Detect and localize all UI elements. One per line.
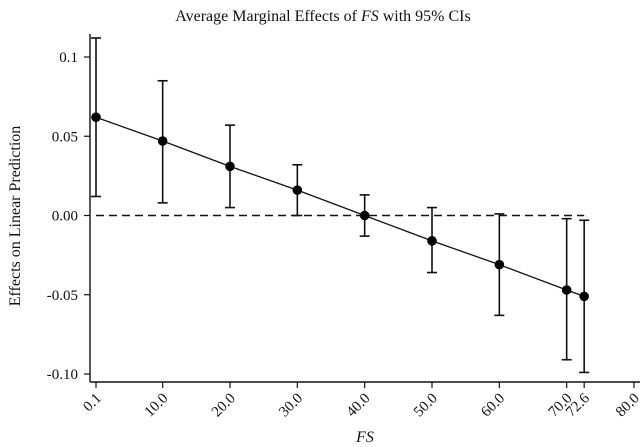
x-tick-label: 10.0 <box>142 391 172 421</box>
y-axis-title: Effects on Linear Prediction <box>7 126 24 307</box>
y-tick-label: -0.05 <box>47 288 78 304</box>
data-point <box>494 259 505 270</box>
data-point <box>157 136 168 146</box>
y-tick-label: 0.00 <box>52 209 78 225</box>
y-tick-label: -0.10 <box>47 367 78 383</box>
data-point <box>225 161 235 172</box>
x-tick-label: 20.0 <box>209 391 239 421</box>
x-tick-label: 40.0 <box>344 391 374 421</box>
chart-title-prefix: Average Marginal Effects of <box>175 8 361 25</box>
y-tick-label: 0.1 <box>59 50 78 66</box>
data-point <box>561 285 572 295</box>
x-tick-label: 30.0 <box>276 391 306 421</box>
data-points <box>91 112 589 302</box>
chart-title: Average Marginal Effects of FS with 95% … <box>175 8 470 25</box>
x-tick-label: 80.0 <box>613 391 642 421</box>
data-point <box>359 210 370 221</box>
x-tick-label: 50.0 <box>411 391 441 421</box>
y-axis-ticks: 0.1 0.05 0.00 -0.05 -0.10 <box>47 50 90 383</box>
data-point <box>292 185 303 195</box>
data-point <box>427 236 437 246</box>
y-tick-label: 0.05 <box>52 129 78 145</box>
series-line-group <box>95 116 585 297</box>
data-point <box>579 291 589 302</box>
chart-title-suffix: with 95% CIs <box>379 8 471 25</box>
series-line <box>95 116 585 297</box>
confidence-interval-bars <box>91 37 590 374</box>
data-point <box>91 112 101 123</box>
chart-title-variable: FS <box>360 8 379 25</box>
x-axis-ticks: 0.1 10.0 20.0 30.0 40.0 50.0 60.0 70.072.6 80.0 <box>80 382 642 420</box>
x-tick-label: 0.1 <box>80 391 105 416</box>
x-axis-title: FS <box>355 429 374 446</box>
x-tick-label: 60.0 <box>478 391 508 421</box>
